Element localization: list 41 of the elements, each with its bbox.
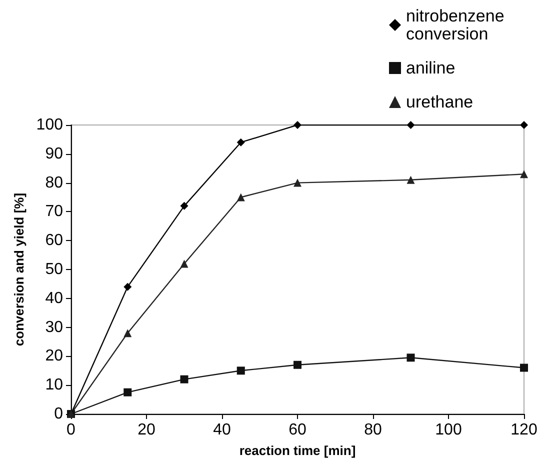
y-axis-title: conversion and yield [%] xyxy=(11,192,26,346)
y-tick-label: 80 xyxy=(45,174,64,192)
y-tick-label: 30 xyxy=(45,318,64,336)
y-tick-label: 100 xyxy=(36,116,64,134)
y-tick-label: 60 xyxy=(45,232,64,250)
y-tick-label: 90 xyxy=(45,145,64,162)
x-tick-label: 20 xyxy=(138,422,156,438)
point xyxy=(294,178,302,187)
y-tick-label: 50 xyxy=(45,261,64,278)
point xyxy=(124,388,132,396)
point xyxy=(406,121,415,129)
point xyxy=(520,170,528,178)
x-tick-label: 120 xyxy=(510,422,538,438)
x-tick-label: 0 xyxy=(66,422,76,438)
legend-label: urethane xyxy=(406,92,474,112)
point xyxy=(520,364,528,372)
point xyxy=(406,176,415,184)
point xyxy=(180,375,188,384)
y-tick-label: 70 xyxy=(45,203,64,220)
point xyxy=(124,329,132,338)
y-tick-label: 20 xyxy=(45,348,64,365)
legend-label: nitrobenzene conversion xyxy=(406,6,510,44)
point xyxy=(294,360,302,369)
y-tick-label: 10 xyxy=(45,376,64,394)
point xyxy=(236,366,245,375)
point xyxy=(520,121,528,129)
point xyxy=(294,121,302,129)
x-tick-label: 80 xyxy=(364,422,382,438)
x-tick-label: 40 xyxy=(213,422,231,438)
x-tick-label: 60 xyxy=(288,422,306,438)
point xyxy=(406,354,415,362)
legend-label: aniline xyxy=(406,58,456,78)
point xyxy=(180,202,188,210)
point xyxy=(124,282,132,291)
y-tick-label: 0 xyxy=(54,406,64,422)
y-tick-label: 40 xyxy=(45,290,64,307)
x-tick-label: 100 xyxy=(435,422,462,438)
x-axis-title: reaction time [min] xyxy=(239,443,356,458)
point xyxy=(180,260,188,268)
point xyxy=(236,138,245,146)
point xyxy=(236,193,245,202)
